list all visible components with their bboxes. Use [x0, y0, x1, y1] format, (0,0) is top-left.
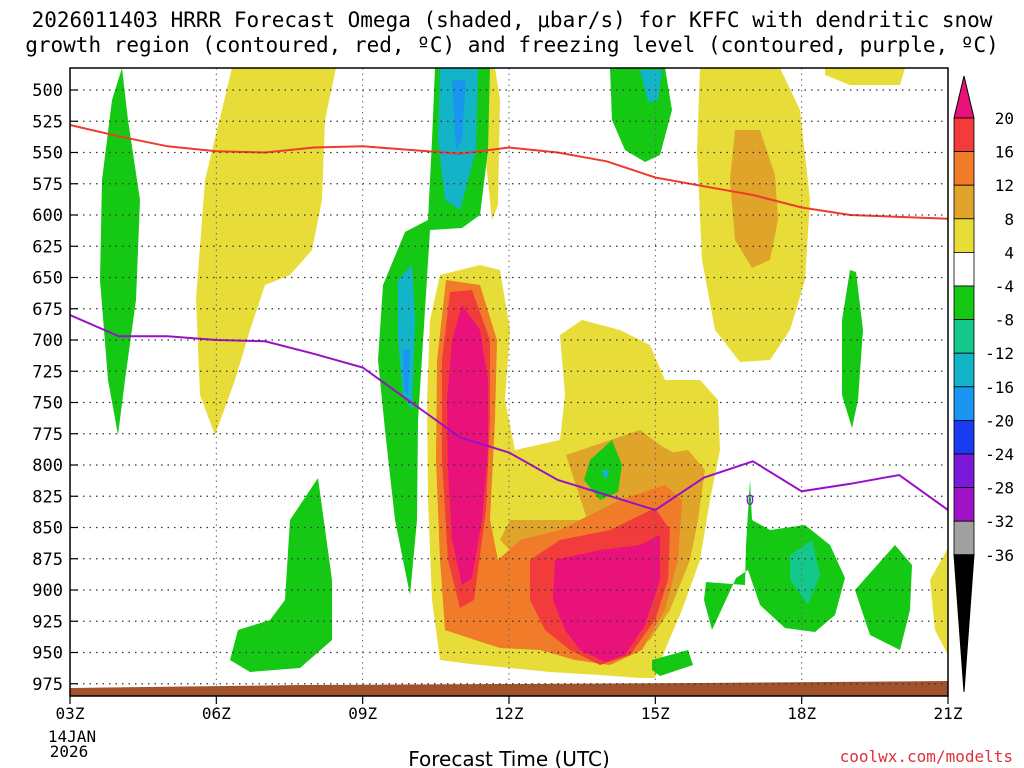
plot-area	[70, 68, 948, 696]
colorbar-swatch	[953, 218, 975, 253]
y-tick-label: 775	[32, 425, 63, 445]
y-tick-label: 500	[32, 81, 63, 101]
y-tick-label: 700	[32, 331, 63, 351]
y-tick-label: 725	[32, 362, 63, 382]
y-tick-label: 975	[32, 675, 63, 695]
colorbar-swatch	[953, 453, 975, 488]
chart-title-line1: 2026011403 HRRR Forecast Omega (shaded, …	[31, 8, 993, 32]
colorbar-label: 8	[1004, 210, 1014, 229]
y-tick-label: 900	[32, 581, 63, 601]
colorbar-label: -8	[995, 311, 1014, 330]
colorbar-swatch	[953, 184, 975, 220]
terrain-ground	[70, 681, 948, 696]
x-tick-label: 21Z	[934, 704, 963, 723]
colorbar-swatch	[953, 319, 975, 354]
y-tick-label: 625	[32, 237, 63, 257]
freezing-level-label: 0	[746, 493, 754, 509]
y-tick-label: 800	[32, 456, 63, 476]
colorbar-label: 12	[995, 176, 1014, 195]
colorbar-swatch	[953, 386, 975, 421]
x-tick-label: 03Z	[56, 704, 85, 723]
colorbar-label: -36	[985, 546, 1014, 565]
x-tick-label: 15Z	[641, 704, 670, 723]
y-tick-label: 825	[32, 487, 63, 507]
colorbar-label: 20	[995, 109, 1014, 128]
x-tick-label: 06Z	[202, 704, 231, 723]
colorbar-label: -16	[985, 378, 1014, 397]
omega-positive-shading	[196, 68, 948, 678]
y-tick-label: 850	[32, 519, 63, 539]
colorbar-label: 4	[1004, 243, 1014, 262]
x-tick-label: 09Z	[348, 704, 377, 723]
colorbar-swatch	[953, 285, 975, 320]
y-tick-label: 600	[32, 206, 63, 226]
y-axis-ticks: 500 525 550 575 600 625 650 675 700 725 750 775 800 8…	[32, 81, 78, 695]
date-label-line1: 14JAN	[48, 727, 96, 746]
colorbar-swatch	[953, 117, 975, 152]
date-label-line2: 2026	[50, 742, 89, 761]
omega-negative-shading	[100, 68, 912, 676]
x-axis-title: Forecast Time (UTC)	[408, 747, 610, 768]
colorbar-swatch	[953, 251, 975, 287]
colorbar-swatch	[953, 520, 975, 556]
chart-title-line2: growth region (contoured, red, ºC) and f…	[25, 33, 999, 57]
y-tick-label: 950	[32, 644, 63, 664]
colorbar-swatch	[953, 352, 975, 388]
y-tick-label: 925	[32, 612, 63, 632]
dgz-contour-line	[70, 124, 948, 220]
colorbar-label: -28	[985, 479, 1014, 498]
freezing-level-line	[70, 314, 948, 512]
grid-x	[215, 68, 803, 696]
colorbar-label: 16	[995, 143, 1014, 162]
x-tick-label: 18Z	[787, 704, 816, 723]
colorbar-label: -24	[985, 445, 1014, 464]
x-tick-label: 12Z	[495, 704, 524, 723]
y-tick-label: 875	[32, 550, 63, 570]
y-tick-label: 675	[32, 300, 63, 320]
y-tick-label: 550	[32, 144, 63, 164]
colorbar-swatch	[953, 487, 975, 522]
credit-text: coolwx.com/modelts	[840, 747, 1013, 766]
y-tick-label: 650	[32, 269, 63, 289]
colorbar-bottom-arrow	[953, 554, 975, 693]
colorbar-label: -4	[995, 277, 1014, 296]
colorbar-swatch	[953, 419, 975, 455]
y-tick-label: 525	[32, 112, 63, 132]
colorbar-label: -32	[985, 512, 1014, 531]
colorbar-top-arrow	[953, 75, 975, 119]
colorbar-swatch	[953, 151, 975, 186]
y-tick-label: 575	[32, 175, 63, 195]
y-tick-label: 750	[32, 394, 63, 414]
x-axis-ticks: 03Z 06Z 09Z 12Z 15Z 18Z 21Z	[56, 696, 963, 723]
colorbar: 20 16 12 8 4 -4 -8 -12 -16 -20 -24 -28 -32 -36	[953, 75, 1014, 693]
colorbar-label: -12	[985, 344, 1014, 363]
colorbar-label: -20	[985, 411, 1014, 430]
